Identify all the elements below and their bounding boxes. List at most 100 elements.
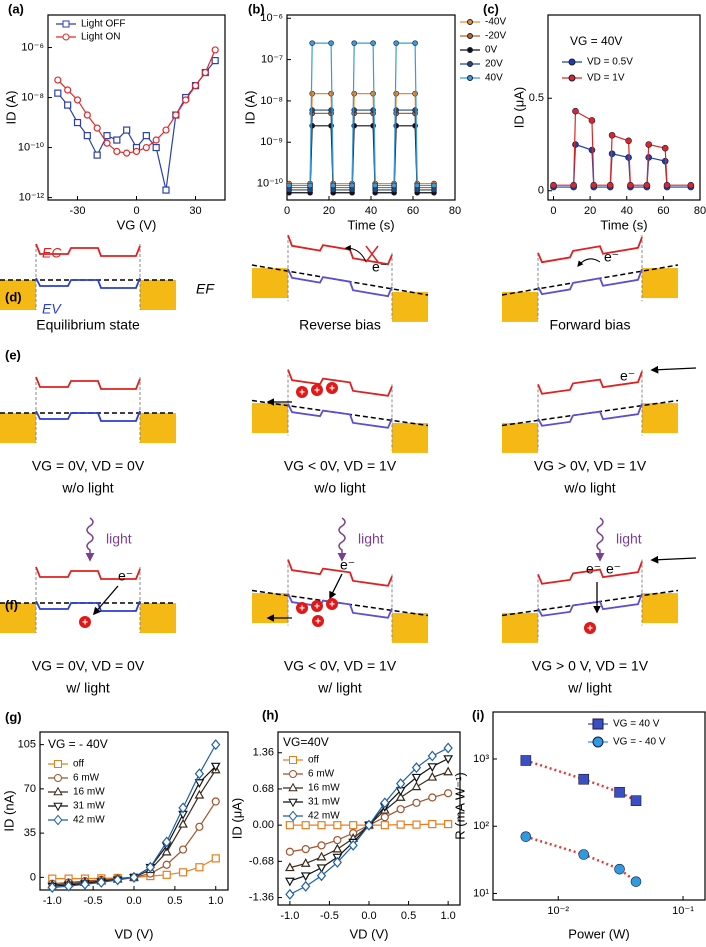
data-point: [316, 870, 327, 882]
valence-band: [35, 600, 141, 612]
data-point: [411, 762, 422, 774]
x-tick-label: 40: [621, 205, 633, 217]
data-point: [309, 40, 316, 46]
data-point: [645, 141, 653, 148]
legend-label: Light OFF: [81, 19, 125, 30]
data-point: [427, 750, 437, 762]
data-point: [330, 182, 337, 189]
caption: VG > 0V, VD = 1V: [534, 458, 647, 474]
legend-label: 31 mW: [73, 801, 105, 812]
data-point: [83, 111, 91, 119]
arrow: [577, 258, 601, 267]
data-point: [588, 117, 596, 124]
data-point: [123, 149, 131, 157]
x-tick-label: 80: [694, 205, 706, 217]
valence-band: [35, 410, 141, 422]
data-point: [443, 755, 453, 765]
hole-sign: +: [587, 624, 593, 635]
electron-label: e⁻: [586, 561, 601, 577]
x-tick-label: 80: [449, 205, 461, 217]
light-arrow: [595, 517, 605, 562]
legend-label: Light ON: [81, 32, 120, 43]
x-axis-label: VD (V): [115, 926, 154, 941]
hole: [311, 384, 323, 396]
data-point: [332, 843, 343, 853]
data-point: [80, 878, 90, 890]
caption: w/o light: [563, 480, 615, 496]
legend-label: 6 mW: [73, 773, 100, 784]
legend-label: VD = 1V: [587, 73, 625, 84]
x-tick-label: 0: [284, 205, 290, 217]
legend-marker: [467, 75, 473, 81]
legend-label: 20V: [485, 59, 503, 70]
data-point: [285, 877, 295, 887]
data-point: [614, 863, 625, 875]
data-point: [194, 768, 205, 780]
valence-band: [287, 268, 393, 298]
data-point: [427, 763, 438, 773]
data-point: [444, 819, 453, 829]
data-point: [370, 40, 376, 46]
data-point: [661, 144, 669, 152]
data-point: [309, 107, 316, 113]
data-point: [129, 871, 139, 883]
data-point: [93, 151, 101, 159]
data-point: [317, 821, 326, 830]
y-tick-label: -1.36: [249, 891, 274, 903]
data-point: [396, 820, 405, 829]
data-point: [152, 143, 160, 152]
legend-label: 42 mW: [308, 811, 340, 822]
data-point: [201, 68, 209, 77]
x-tick-label: 1.0: [208, 895, 223, 907]
data-point: [301, 845, 310, 854]
x-axis-label: VG (V): [117, 217, 157, 232]
data-point: [630, 795, 642, 806]
data-point: [380, 821, 389, 830]
data-point: [301, 880, 311, 892]
caption: VG < 0V, VD = 1V: [284, 458, 397, 474]
data-point: [211, 57, 219, 65]
legend-marker: [288, 798, 298, 808]
conduction-band: [287, 369, 393, 397]
data-point: [317, 841, 326, 850]
arrow: [650, 555, 697, 564]
x-tick-label: -30: [70, 205, 86, 217]
data-point: [162, 126, 170, 134]
data-point: [444, 789, 453, 798]
panel-label: (e): [5, 347, 21, 362]
data-point: [285, 862, 295, 872]
legend-marker: [62, 20, 70, 28]
y-tick-label: 10³: [473, 753, 489, 765]
plot-frame: [547, 14, 701, 201]
data-point: [64, 86, 72, 94]
data-point: [142, 143, 150, 152]
legend-marker: [467, 61, 473, 67]
legend-label: 0V: [485, 45, 498, 56]
valence-band: [537, 403, 643, 427]
hole-sign: +: [315, 617, 321, 628]
hole: [584, 622, 596, 634]
hole-sign: +: [299, 388, 305, 399]
data-point: [162, 836, 172, 848]
data-point: [195, 822, 204, 831]
hole-sign: +: [329, 600, 335, 611]
contact: [642, 403, 678, 434]
legend-marker: [288, 810, 298, 822]
data-point: [316, 851, 327, 861]
legend-marker: [568, 74, 576, 82]
y-tick-label: 35: [24, 827, 36, 839]
band-label: EV: [42, 301, 62, 317]
data-point: [211, 739, 221, 751]
x-tick-label: 30: [189, 205, 201, 217]
data-point: [103, 132, 111, 140]
data-point: [307, 182, 313, 189]
series-line: [57, 49, 216, 154]
x-tick-label: 60: [657, 205, 669, 217]
caption: VG > 0 V, VD = 1V: [532, 658, 649, 674]
conduction-band: [35, 566, 141, 580]
data-point: [300, 858, 311, 867]
series-line: [289, 93, 434, 185]
data-point: [351, 40, 358, 46]
contact: [0, 280, 36, 310]
